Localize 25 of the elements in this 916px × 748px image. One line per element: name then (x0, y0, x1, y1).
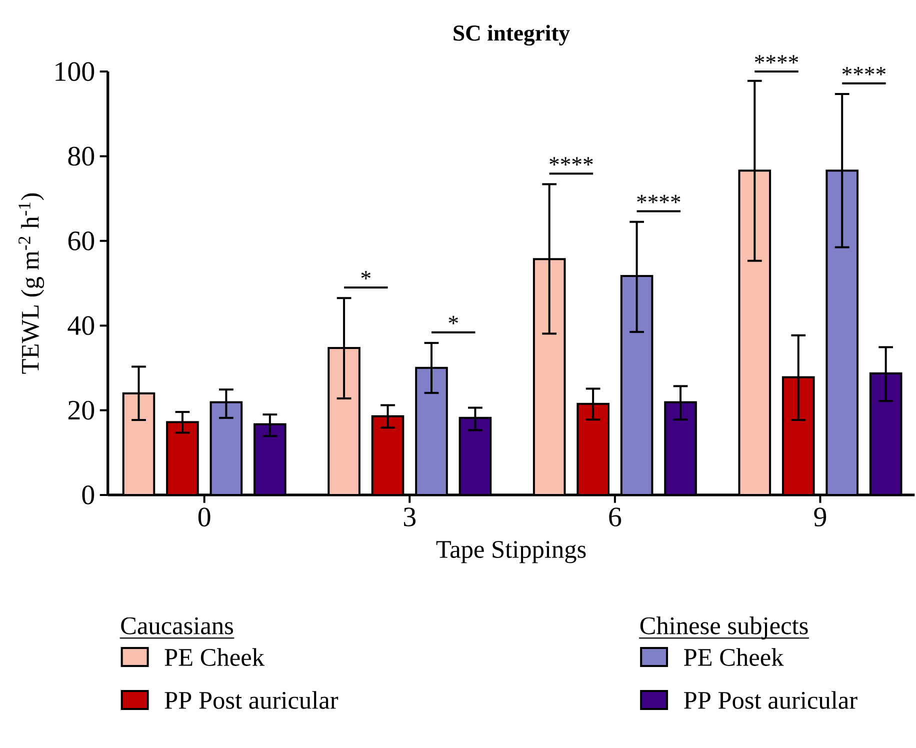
legend-label: PP Post auricular (164, 691, 338, 709)
x-tick-label: 9 (814, 508, 826, 526)
y-tick-label: 80 (68, 146, 94, 166)
x-tick-label: 0 (198, 508, 210, 527)
y-tick-label: 20 (68, 400, 94, 420)
y-axis-title: TEWL (g m$^{-2}$ h$^{-1}$) (18, 193, 44, 374)
annotation: **** (842, 67, 886, 76)
legend-label: PE Cheek (684, 648, 784, 666)
annotation: * (361, 271, 370, 280)
chart-title: SC integrity (454, 24, 570, 46)
x-tick-label: 6 (609, 508, 622, 526)
y-tick-label: 60 (68, 232, 94, 250)
legend-label: PP Post auricular (684, 691, 858, 709)
text: Caucasians (121, 617, 233, 634)
annotation: **** (550, 157, 593, 166)
text: Chinese subjects (640, 616, 808, 640)
y-tick-label: 0 (82, 486, 94, 504)
text: **** (754, 55, 798, 64)
x-tick-label: 3 (404, 508, 416, 526)
legend-label: PE Cheek (164, 648, 265, 666)
y-tick-label: 40 (68, 316, 94, 336)
annotation: * (448, 316, 458, 324)
x-axis-title: Tape Stippings (436, 541, 586, 564)
y-tick-label: 100 (56, 62, 94, 82)
annotation: **** (637, 194, 680, 204)
